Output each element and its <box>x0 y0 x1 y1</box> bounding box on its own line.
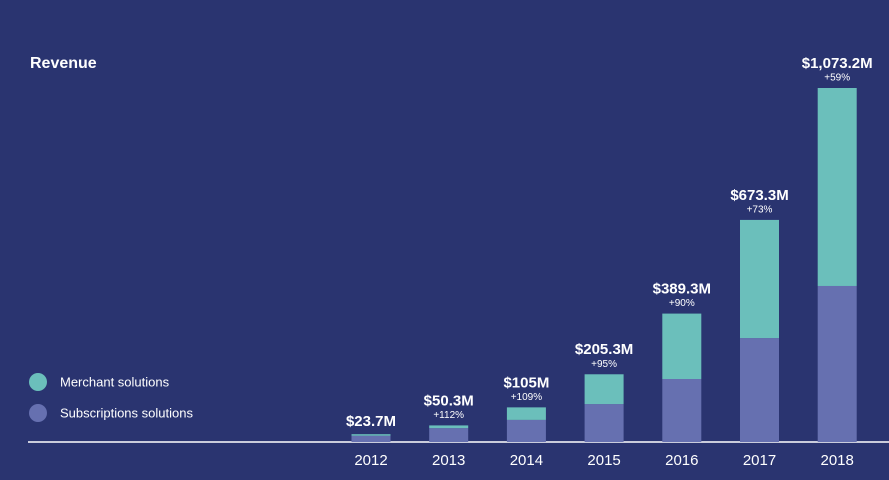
x-tick-label: 2018 <box>821 452 854 469</box>
bar-segment <box>817 88 857 286</box>
bar-segment <box>817 285 857 442</box>
legend-swatch <box>29 373 47 391</box>
growth-label: +59% <box>824 73 850 84</box>
growth-label: +95% <box>591 359 617 370</box>
growth-label: +90% <box>669 298 695 309</box>
legend-label: Subscriptions solutions <box>60 405 193 420</box>
growth-label: +73% <box>747 205 773 216</box>
bar-segment <box>429 425 469 429</box>
total-label: $1,073.2M <box>802 55 873 72</box>
bar-segment <box>351 434 391 436</box>
bar-segment <box>584 374 624 405</box>
bar-segment <box>740 219 779 339</box>
bar-segment <box>351 435 391 442</box>
x-tick-label: 2015 <box>587 452 620 469</box>
growth-label: +112% <box>433 410 464 421</box>
total-label: $389.3M <box>653 281 711 298</box>
legend-swatch <box>29 404 47 422</box>
legend-label: Merchant solutions <box>60 374 170 389</box>
total-label: $105M <box>503 374 549 391</box>
x-tick-label: 2017 <box>743 452 776 469</box>
bar-segment <box>662 313 702 379</box>
total-label: $205.3M <box>575 341 633 358</box>
bar-segment <box>740 338 779 442</box>
bar-segment <box>429 428 469 442</box>
x-tick-label: 2014 <box>510 452 543 469</box>
bar-segment <box>506 407 546 420</box>
x-tick-label: 2016 <box>665 452 698 469</box>
total-label: $23.7M <box>346 413 396 430</box>
x-tick-label: 2013 <box>432 452 465 469</box>
bar-segment <box>584 404 624 442</box>
bar-segment <box>506 419 546 442</box>
total-label: $673.3M <box>730 187 788 204</box>
chart-title: Revenue <box>30 55 97 72</box>
total-label: $50.3M <box>424 392 474 409</box>
growth-label: +109% <box>511 392 543 403</box>
bar-segment <box>662 378 702 442</box>
x-tick-label: 2012 <box>354 452 387 469</box>
